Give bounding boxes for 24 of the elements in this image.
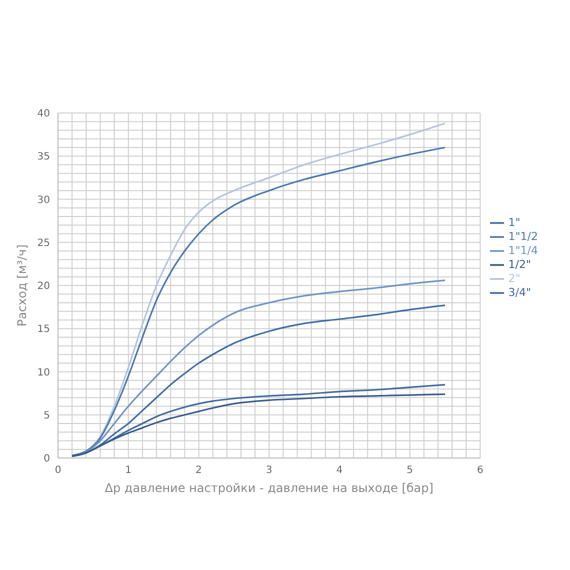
legend-label: 3/4" bbox=[508, 286, 531, 300]
legend-label: 1/2" bbox=[508, 258, 531, 272]
x-tick-label: 5 bbox=[406, 465, 414, 476]
x-tick-label: 6 bbox=[477, 465, 484, 476]
y-tick-label: 40 bbox=[37, 108, 50, 120]
x-tick-label: 3 bbox=[266, 465, 272, 476]
y-tick-label: 25 bbox=[37, 238, 50, 249]
x-tick-label: 2 bbox=[196, 465, 202, 476]
x-tick-label: 0 bbox=[54, 465, 62, 476]
y-tick-label: 10 bbox=[37, 367, 50, 378]
y-tick-label: 0 bbox=[44, 454, 50, 465]
legend-label: 1"1/4 bbox=[508, 244, 538, 258]
x-axis-title: Δp давление настройки - давление на выходе [бар] bbox=[104, 481, 434, 495]
y-tick-label: 30 bbox=[37, 194, 50, 206]
legend-label: 1" bbox=[508, 216, 520, 230]
y-tick-label: 35 bbox=[37, 152, 50, 163]
legend-label: 1"1/2 bbox=[508, 230, 538, 244]
y-tick-label: 15 bbox=[37, 324, 50, 336]
legend-label: 2" bbox=[508, 272, 520, 286]
x-tick-label: 1 bbox=[125, 465, 132, 476]
y-tick-label: 5 bbox=[44, 410, 50, 422]
x-tick-label: 4 bbox=[336, 465, 343, 476]
y-tick-label: 20 bbox=[37, 281, 50, 292]
y-axis-title: Расход [м³/ч] bbox=[15, 244, 29, 327]
